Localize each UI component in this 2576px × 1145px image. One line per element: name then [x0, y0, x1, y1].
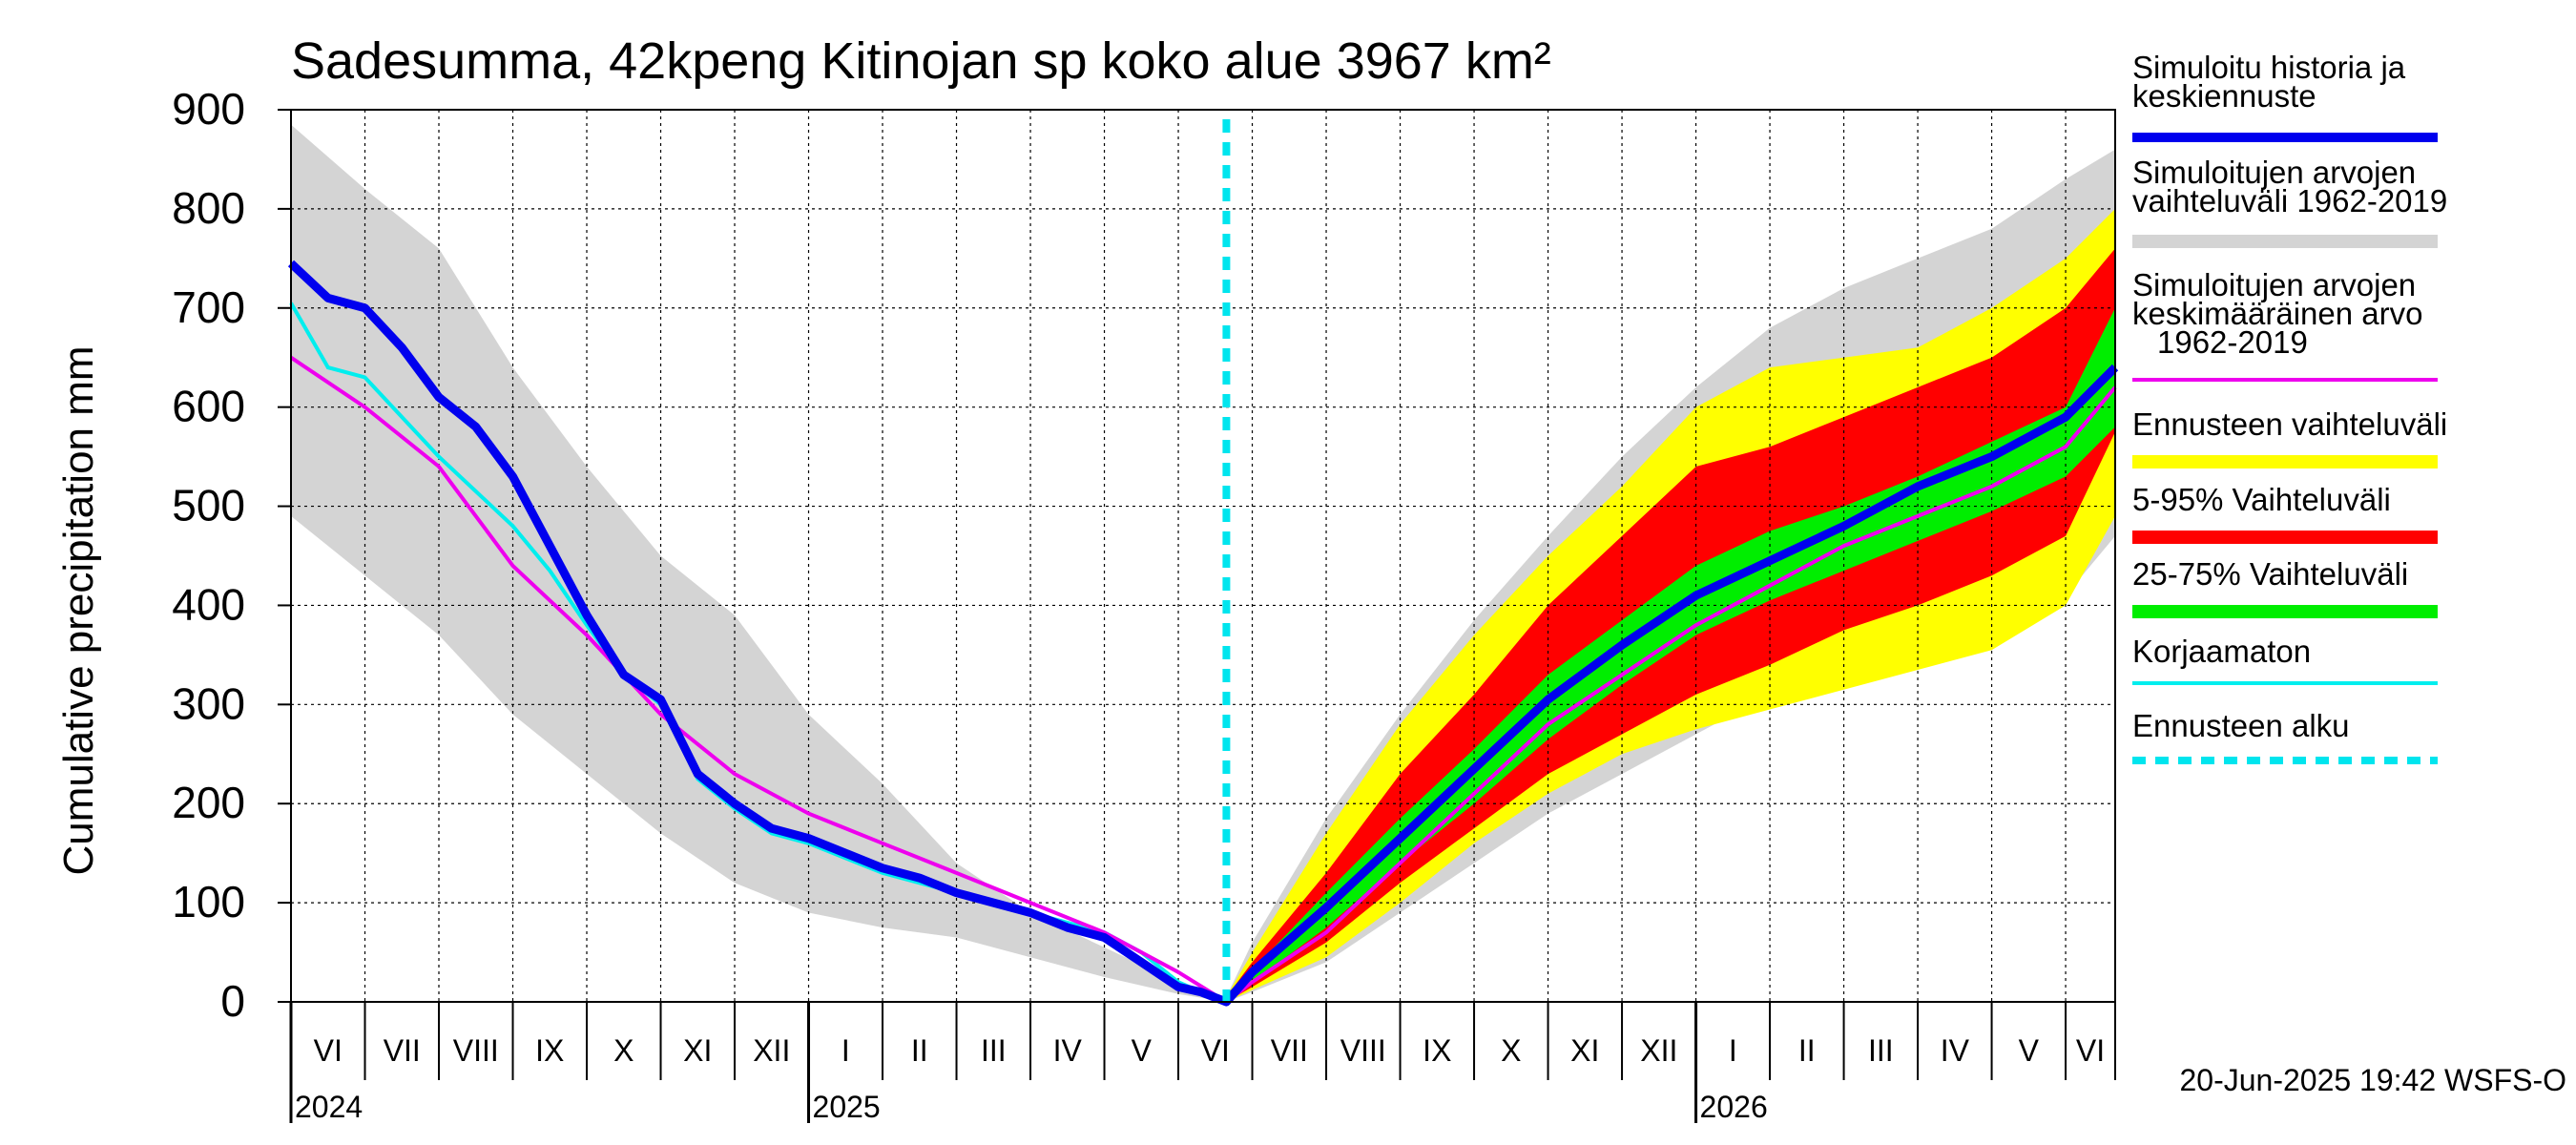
year-label: 2024 [295, 1090, 363, 1124]
legend-label: 25-75% Vaihteluväli [2132, 556, 2408, 592]
history-forecast-line [287, 260, 2119, 1007]
month-label: IX [1423, 1033, 1451, 1068]
legend-label: Korjaamaton [2132, 634, 2311, 669]
month-label: VIII [1340, 1033, 1386, 1068]
month-label: II [911, 1033, 928, 1068]
month-label: VII [384, 1033, 421, 1068]
month-label: VI [1201, 1033, 1230, 1068]
month-label: IX [535, 1033, 564, 1068]
legend-label-line2: keskiennuste [2132, 78, 2316, 114]
footer-timestamp: 20-Jun-2025 19:42 WSFS-O [2179, 1063, 2566, 1097]
year-label: 2026 [1700, 1090, 1768, 1124]
legend-label-line2: keskimääräinen arvo [2132, 296, 2422, 331]
bands-layer [291, 124, 2115, 1003]
month-label: VIII [453, 1033, 499, 1068]
y-tick-label: 0 [220, 976, 245, 1026]
month-label: X [1501, 1033, 1521, 1068]
legend-label-line2: vaihteluväli 1962-2019 [2132, 183, 2447, 219]
legend-label: Ennusteen alku [2132, 708, 2350, 743]
month-label: V [1132, 1033, 1153, 1068]
month-label: I [1729, 1033, 1737, 1068]
legend-label-line3: 1962-2019 [2157, 324, 2308, 360]
month-label: X [613, 1033, 634, 1068]
y-tick-label: 300 [172, 678, 245, 728]
month-label: II [1798, 1033, 1816, 1068]
legend-label: Simuloitu historia ja [2132, 50, 2406, 85]
month-label: IV [1053, 1033, 1083, 1068]
legend-swatch [2132, 531, 2438, 544]
month-label: V [2019, 1033, 2040, 1068]
month-label: III [981, 1033, 1007, 1068]
legend-label: 5-95% Vaihteluväli [2132, 482, 2391, 517]
y-tick-label: 800 [172, 183, 245, 233]
year-label: 2025 [813, 1090, 881, 1124]
grid-layer [291, 110, 2115, 1002]
y-tick-label: 200 [172, 778, 245, 827]
y-tick-label: 600 [172, 382, 245, 431]
legend-label: Simuloitujen arvojen [2132, 155, 2416, 190]
month-label: XI [1570, 1033, 1599, 1068]
month-label: XII [1640, 1033, 1677, 1068]
month-label: VII [1271, 1033, 1308, 1068]
y-tick-label: 400 [172, 579, 245, 629]
month-label: IV [1941, 1033, 1970, 1068]
month-label: XI [683, 1033, 712, 1068]
month-label: VI [2076, 1033, 2105, 1068]
month-label: XII [753, 1033, 790, 1068]
legend-label: Simuloitujen arvojen [2132, 267, 2416, 302]
y-tick-label: 500 [172, 481, 245, 531]
legend-swatch [2132, 605, 2438, 618]
month-label: I [841, 1033, 850, 1068]
p25-75-band [1226, 307, 2115, 1001]
legend-label: Ennusteen vaihteluväli [2132, 406, 2447, 442]
month-label: III [1868, 1033, 1894, 1068]
chart-title: Sadesumma, 42kpeng Kitinojan sp koko alu… [291, 32, 1551, 90]
legend-swatch [2132, 455, 2438, 468]
y-tick-label: 100 [172, 877, 245, 926]
y-tick-label: 900 [172, 84, 245, 134]
month-label: VI [314, 1033, 343, 1068]
y-axis-label: Cumulative precipitation mm [55, 345, 102, 875]
legend-swatch [2132, 235, 2438, 248]
y-tick-label: 700 [172, 282, 245, 332]
